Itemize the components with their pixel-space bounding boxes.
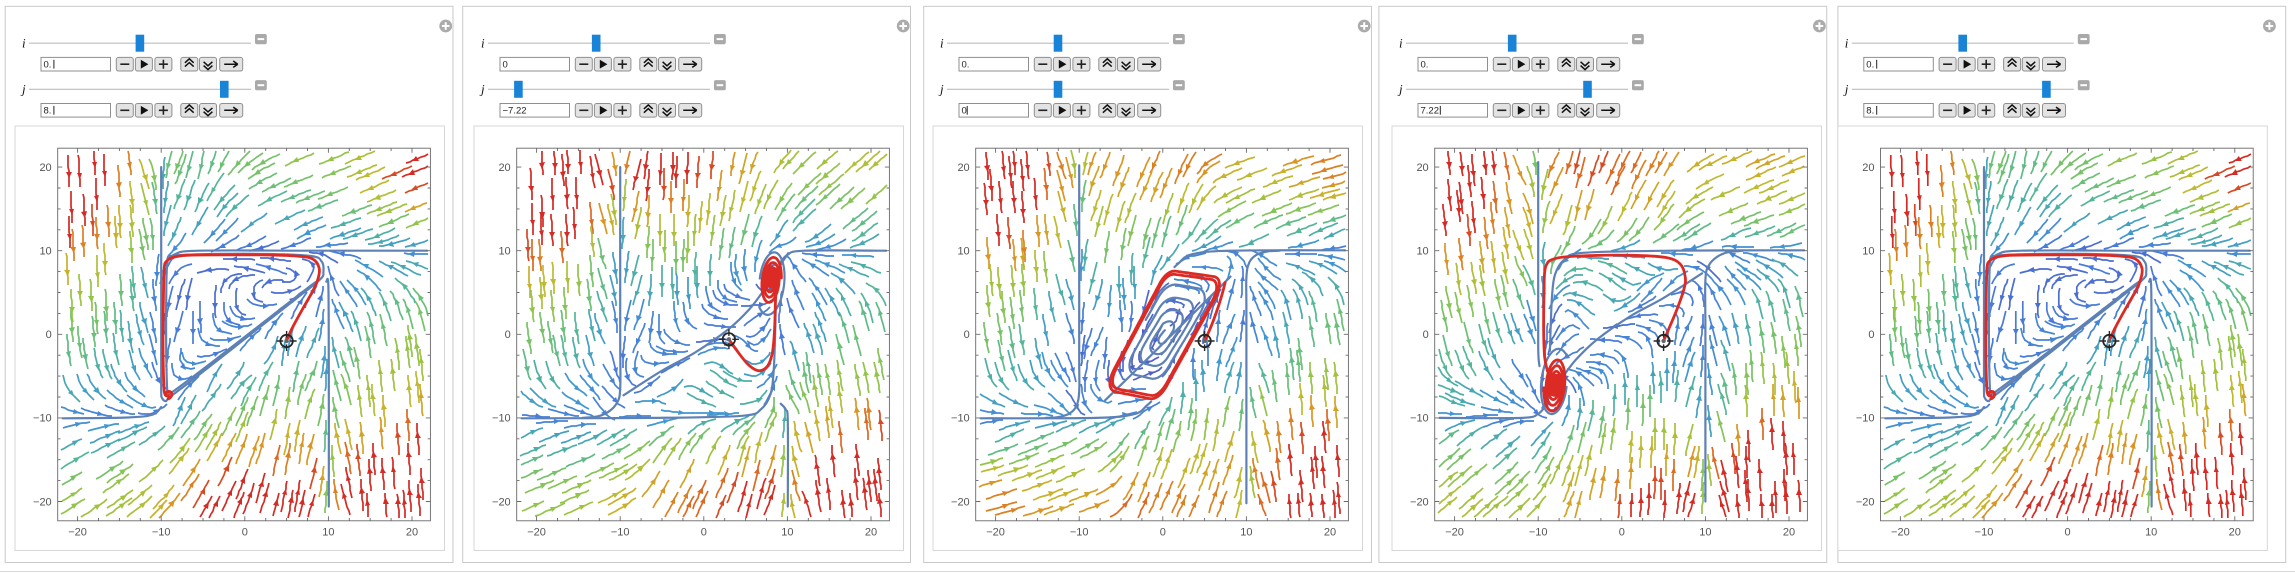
- svg-text:8.: 8.: [44, 106, 52, 117]
- svg-text:−20: −20: [1856, 496, 1875, 508]
- svg-text:−10: −10: [1070, 526, 1089, 538]
- svg-text:i: i: [940, 35, 944, 50]
- svg-text:0: 0: [1868, 329, 1874, 341]
- svg-text:−20: −20: [1445, 526, 1464, 538]
- svg-text:−10: −10: [951, 413, 970, 425]
- svg-text:−10: −10: [1529, 526, 1548, 538]
- svg-text:−10: −10: [1410, 413, 1429, 425]
- svg-text:10: 10: [1240, 526, 1252, 538]
- svg-text:20: 20: [865, 526, 877, 538]
- svg-text:−20: −20: [1891, 526, 1910, 538]
- svg-text:−20: −20: [68, 526, 87, 538]
- svg-text:10: 10: [322, 526, 334, 538]
- svg-text:0.: 0.: [1421, 60, 1429, 71]
- svg-text:10: 10: [781, 526, 793, 538]
- svg-text:0: 0: [503, 60, 508, 71]
- svg-text:−10: −10: [33, 413, 52, 425]
- svg-text:−20: −20: [33, 496, 52, 508]
- svg-text:j: j: [1397, 82, 1403, 97]
- svg-text:0: 0: [505, 329, 511, 341]
- svg-text:20: 20: [2229, 526, 2241, 538]
- svg-text:−20: −20: [527, 526, 546, 538]
- svg-text:−20: −20: [986, 526, 1005, 538]
- svg-text:10: 10: [1862, 246, 1874, 258]
- svg-text:0: 0: [964, 329, 970, 341]
- svg-text:8.: 8.: [1866, 106, 1874, 117]
- svg-text:20: 20: [406, 526, 418, 538]
- svg-text:10: 10: [39, 246, 51, 258]
- svg-text:i: i: [1845, 35, 1849, 50]
- svg-text:0: 0: [1423, 329, 1429, 341]
- svg-text:−20: −20: [951, 496, 970, 508]
- svg-text:−10: −10: [611, 526, 630, 538]
- svg-text:j: j: [1843, 82, 1849, 97]
- svg-text:10: 10: [498, 246, 510, 258]
- svg-text:10: 10: [957, 246, 969, 258]
- svg-text:0: 0: [1619, 526, 1625, 538]
- svg-text:0: 0: [46, 329, 52, 341]
- svg-text:20: 20: [1416, 162, 1428, 174]
- svg-text:0.: 0.: [44, 60, 52, 71]
- svg-text:i: i: [1399, 35, 1403, 50]
- svg-text:−20: −20: [1410, 496, 1429, 508]
- svg-text:−10: −10: [1856, 413, 1875, 425]
- svg-text:−7.22: −7.22: [503, 106, 527, 117]
- svg-text:−10: −10: [152, 526, 171, 538]
- svg-text:20: 20: [1862, 162, 1874, 174]
- svg-text:0: 0: [242, 526, 248, 538]
- svg-text:i: i: [22, 35, 26, 50]
- svg-text:7.22: 7.22: [1421, 106, 1440, 117]
- svg-text:0.: 0.: [962, 60, 970, 71]
- svg-text:0.: 0.: [1866, 60, 1874, 71]
- svg-text:10: 10: [2145, 526, 2157, 538]
- svg-text:j: j: [20, 82, 26, 97]
- svg-text:20: 20: [498, 162, 510, 174]
- svg-text:20: 20: [39, 162, 51, 174]
- svg-text:−10: −10: [1975, 526, 1994, 538]
- svg-text:20: 20: [1783, 526, 1795, 538]
- svg-text:0: 0: [2065, 526, 2071, 538]
- svg-text:−10: −10: [492, 413, 511, 425]
- svg-text:−20: −20: [492, 496, 511, 508]
- svg-text:j: j: [479, 82, 485, 97]
- svg-text:0: 0: [701, 526, 707, 538]
- svg-text:0: 0: [962, 106, 967, 117]
- svg-text:10: 10: [1699, 526, 1711, 538]
- svg-text:j: j: [938, 82, 944, 97]
- svg-text:i: i: [481, 35, 485, 50]
- svg-text:10: 10: [1416, 246, 1428, 258]
- svg-text:20: 20: [957, 162, 969, 174]
- svg-text:20: 20: [1324, 526, 1336, 538]
- svg-text:0: 0: [1160, 526, 1166, 538]
